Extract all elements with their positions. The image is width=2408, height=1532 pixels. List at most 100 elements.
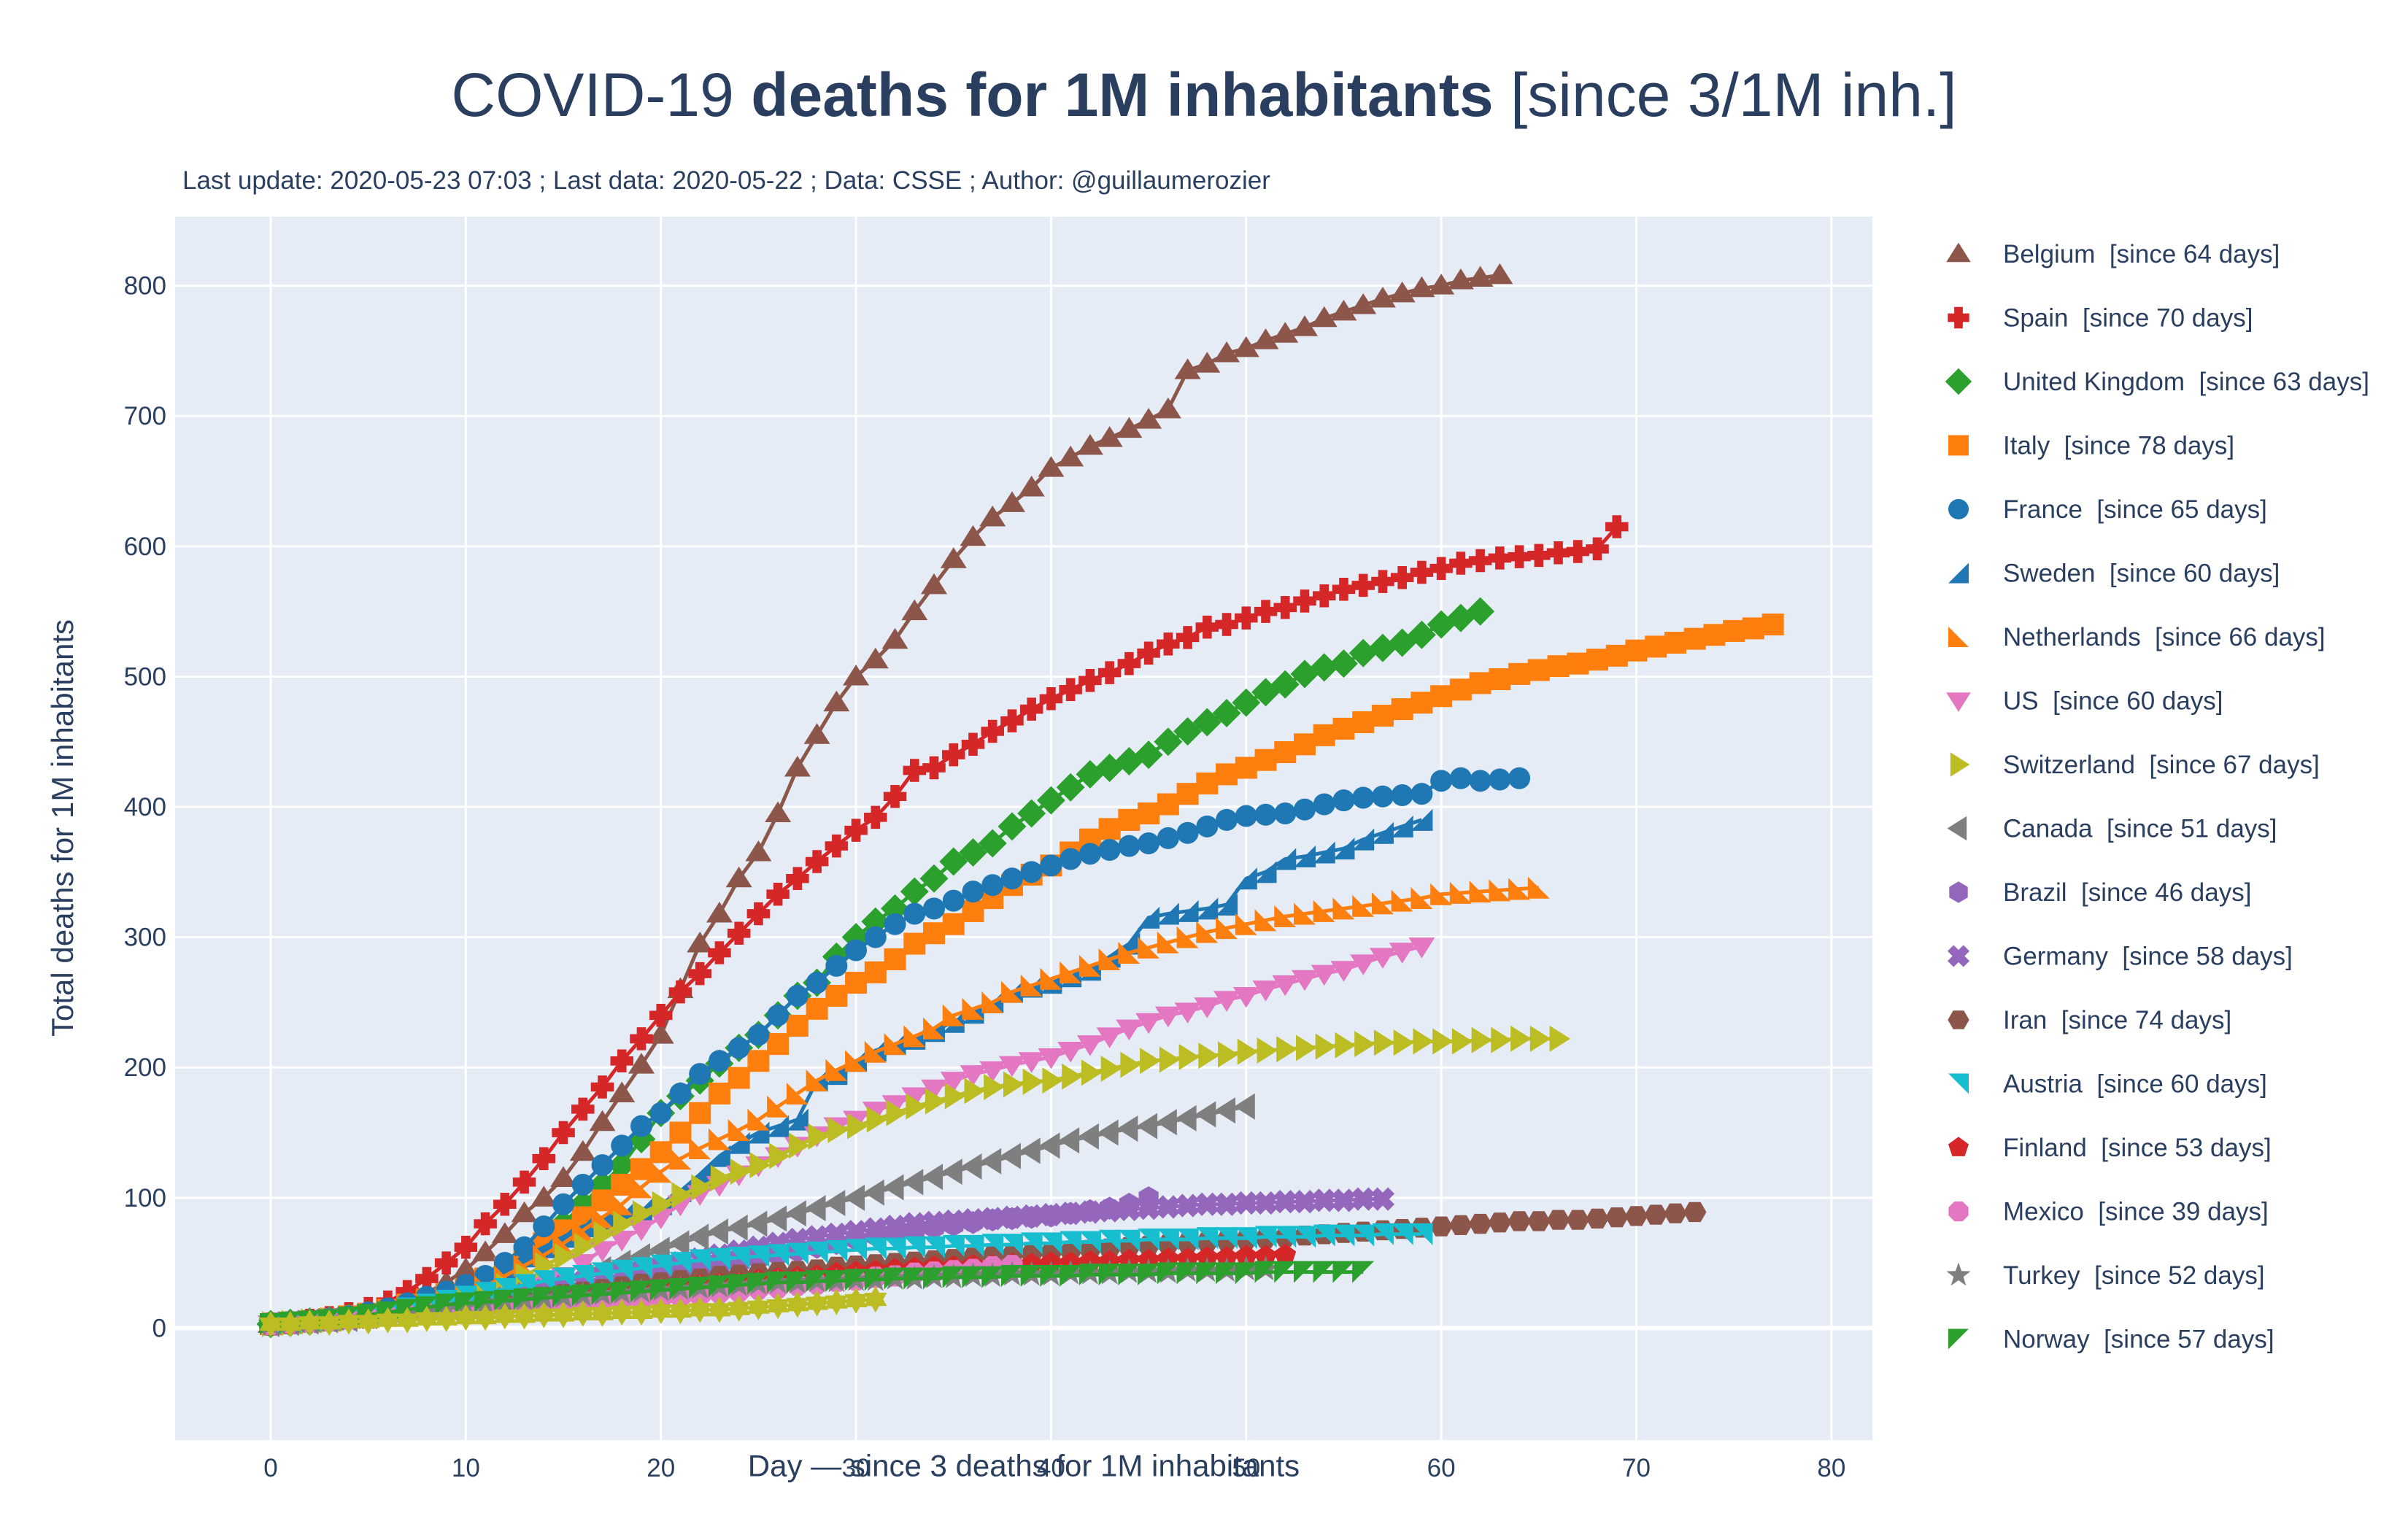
data-point [435,1305,458,1332]
data-point [668,980,692,1004]
data-point [1330,299,1357,321]
legend-item[interactable]: US [since 60 days] [1946,687,2223,716]
data-point [902,1169,924,1196]
legend-item[interactable]: Germany [since 58 days] [1942,940,2293,972]
data-point [1138,1264,1160,1286]
data-point [1020,1264,1043,1287]
data-point [845,1050,868,1072]
data-point [1235,805,1257,827]
data-point [513,1288,536,1311]
data-point [998,1056,1025,1078]
data-point [1038,1132,1060,1159]
data-point [1198,1042,1219,1069]
data-point [1254,1245,1277,1266]
legend-item[interactable]: Mexico [since 39 days] [1948,1198,2269,1226]
data-point [1097,1199,1122,1223]
data-point [1313,724,1335,746]
data-point [611,1193,633,1215]
legend-item[interactable]: Sweden [since 60 days] [1948,560,2280,588]
data-point [357,1308,380,1335]
data-point [1449,678,1472,701]
data-point [552,1285,575,1308]
legend-item[interactable]: Norway [since 57 days] [1948,1326,2274,1354]
data-point [939,847,968,876]
data-point [903,1236,926,1258]
data-point [765,801,792,822]
data-point [1272,322,1299,343]
data-point [1174,1002,1201,1024]
data-point [1332,789,1355,812]
data-point [395,1307,419,1334]
legend-item[interactable]: Italy [since 78 days] [1948,432,2234,460]
data-point [1254,748,1277,771]
legend-item[interactable]: Finland [since 53 days] [1948,1134,2272,1162]
data-point [825,984,848,1007]
legend-item[interactable]: Austria [since 60 days] [1948,1070,2267,1099]
data-point [1100,1056,1122,1083]
legend-item[interactable]: Belgium [since 64 days] [1946,240,2280,268]
data-point [630,1176,652,1199]
legend-item[interactable]: France [since 65 days] [1948,495,2267,524]
data-point [1274,848,1297,870]
data-point [1237,1038,1259,1065]
data-point [844,819,868,842]
legend-item[interactable]: Netherlands [since 66 days] [1948,623,2326,651]
legend-label: Netherlands [since 66 days] [2003,623,2326,651]
data-point [1096,1027,1123,1048]
data-point [1293,845,1316,867]
data-point [1218,1041,1239,1068]
data-point [1056,773,1085,802]
data-point [921,1079,948,1101]
data-point [923,1267,946,1290]
data-point [979,1061,1006,1083]
data-point [747,1245,770,1268]
data-point [728,1067,750,1089]
data-point [1644,1204,1667,1225]
data-point [1466,597,1495,626]
data-point [1352,894,1375,917]
data-point [844,1287,868,1314]
data-point [1098,838,1121,861]
data-point [864,805,887,829]
data-point [630,1257,652,1280]
data-point [900,877,929,906]
data-point [1235,757,1257,779]
data-point [1078,1264,1101,1286]
data-point [998,491,1025,512]
data-point [1368,633,1397,662]
data-point [1078,954,1101,977]
data-point [259,1311,282,1338]
data-point [649,1004,673,1027]
data-point [1274,1226,1297,1248]
data-point [1313,841,1335,864]
data-point [806,1069,828,1092]
legend-label: France [since 65 days] [2003,495,2267,524]
data-point [1293,589,1316,613]
legend-item[interactable]: Canada [since 51 days] [1947,815,2277,843]
data-point [727,1214,748,1241]
data-point [864,1286,887,1313]
legend-label: United Kingdom [since 63 days] [2003,368,2369,396]
data-point [1232,336,1259,357]
legend-item[interactable]: Brazil [since 46 days] [1949,878,2251,907]
data-point [1508,878,1531,900]
legend-item[interactable]: Iran [since 74 days] [1948,1006,2231,1034]
data-point [1371,892,1394,915]
data-point [1407,620,1436,649]
data-point [1057,1042,1084,1063]
data-point [1040,967,1062,990]
data-point [805,1195,826,1222]
data-point [669,1252,692,1274]
legend-item[interactable]: United Kingdom [since 63 days] [1945,368,2369,396]
data-point [1157,931,1179,953]
legend-item[interactable]: Spain [since 70 days] [1948,304,2253,333]
legend-marker-icon [1947,945,1970,967]
data-point [652,1191,674,1218]
legend-item[interactable]: Switzerland [since 67 days] [1950,751,2320,779]
data-point [317,1309,341,1336]
legend-item[interactable]: Turkey [since 52 days] [1946,1261,2265,1290]
data-point [532,1147,556,1170]
data-point [1156,1195,1180,1219]
data-point [1081,1059,1103,1086]
data-point [669,1148,692,1170]
